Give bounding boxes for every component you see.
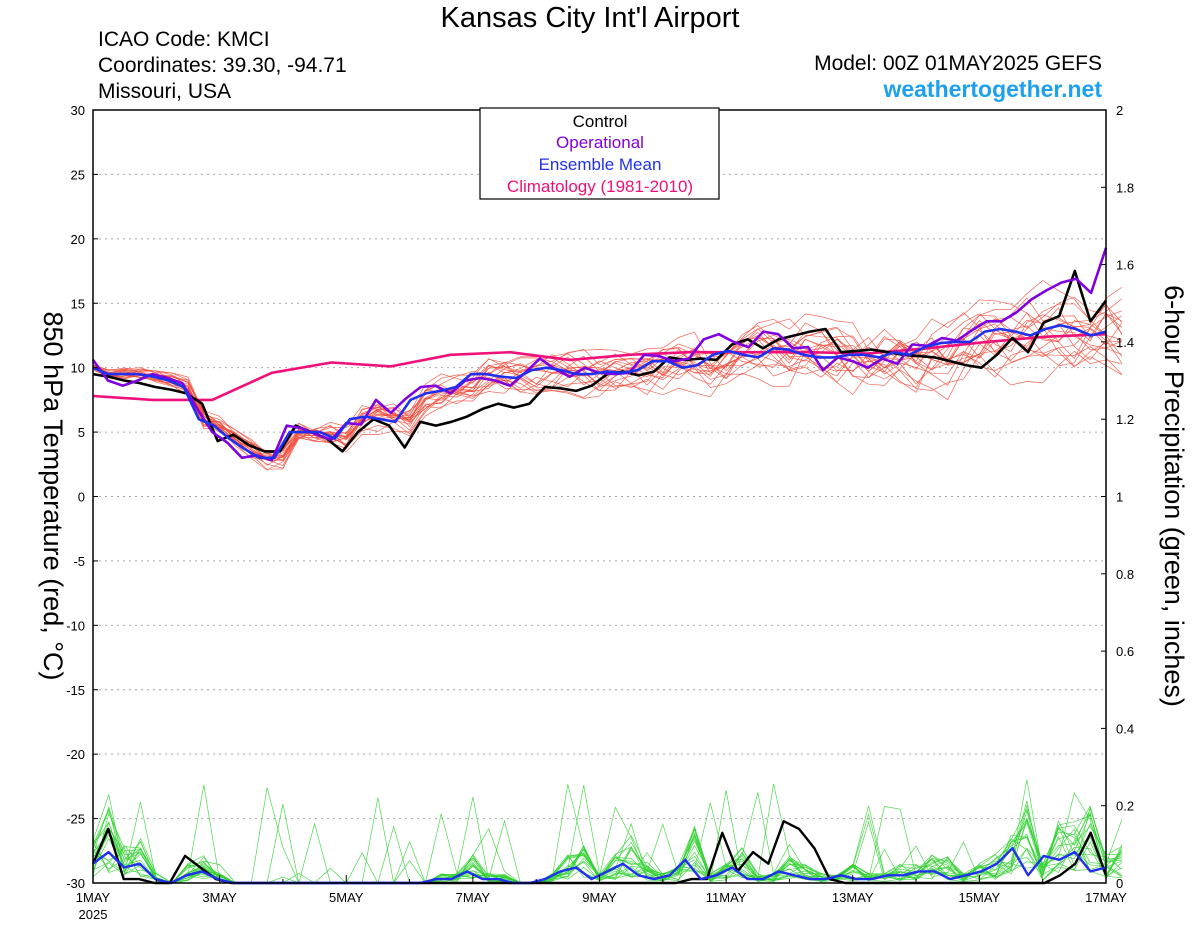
temperature-member-line — [92, 313, 1122, 462]
temperature-member-line — [92, 287, 1122, 458]
right-tick-label: 1.6 — [1116, 258, 1134, 273]
temperature-member-line — [92, 299, 1122, 457]
region: Missouri, USA — [98, 80, 232, 103]
legend: Control Operational Ensemble Mean Climat… — [479, 107, 720, 200]
right-tick-label: 0 — [1116, 876, 1123, 891]
coordinates: Coordinates: 39.30, -94.71 — [98, 54, 347, 77]
left-tick-label: 25 — [71, 167, 85, 182]
x-tick-label: 7MAY — [456, 890, 491, 905]
right-tick-label: 0.2 — [1116, 799, 1134, 814]
left-tick-label: -25 — [66, 812, 85, 827]
x-year-label: 2025 — [79, 907, 108, 922]
x-tick-label: 5MAY — [329, 890, 364, 905]
legend-ensemble-mean: Ensemble Mean — [539, 155, 662, 174]
temperature-member-line — [92, 298, 1123, 459]
right-tick-label: 0.8 — [1116, 567, 1134, 582]
x-tick-label: 15MAY — [959, 890, 1001, 905]
left-tick-label: 20 — [71, 232, 85, 247]
x-tick-label: 13MAY — [832, 890, 874, 905]
temperature-member-line — [92, 315, 1123, 470]
left-tick-label: -15 — [66, 683, 85, 698]
legend-climatology: Climatology (1981-2010) — [507, 177, 693, 196]
right-tick-label: 1.8 — [1116, 180, 1134, 195]
right-tick-label: 1.4 — [1116, 335, 1134, 350]
legend-box — [479, 107, 720, 200]
left-tick-label: -5 — [73, 554, 85, 569]
right-axis-label: 6-hour Precipitation (green, inches) — [1159, 285, 1189, 707]
site-name: weathertogether.net — [883, 76, 1102, 102]
model-run: Model: 00Z 01MAY2025 GEFS — [814, 52, 1102, 75]
x-tick-label: 11MAY — [706, 890, 747, 905]
left-tick-label: -20 — [66, 747, 85, 762]
left-tick-label: -30 — [66, 876, 85, 891]
left-tick-label: 0 — [78, 490, 85, 505]
x-tick-label: 3MAY — [202, 890, 237, 905]
left-tick-label: 10 — [71, 361, 85, 376]
left-tick-label: 30 — [71, 103, 85, 118]
x-tick-label: 17MAY — [1085, 890, 1127, 905]
axis-ticks: 302520151050-5-10-15-20-25-3021.81.61.41… — [66, 103, 1134, 905]
control-line — [92, 269, 1108, 453]
left-tick-label: -10 — [66, 618, 85, 633]
temperature-member-line — [92, 331, 1122, 471]
icao-code: ICAO Code: KMCI — [98, 28, 270, 51]
left-axis-label: 850 hPa Temperature (red, °C) — [38, 312, 68, 681]
gridlines — [93, 173, 1106, 820]
temperature-member-line — [92, 318, 1122, 457]
right-tick-label: 1.2 — [1116, 412, 1134, 427]
right-tick-label: 1 — [1116, 490, 1123, 505]
left-tick-label: 15 — [71, 296, 85, 311]
x-tick-label: 9MAY — [582, 890, 617, 905]
left-tick-label: 5 — [78, 425, 85, 440]
right-tick-label: 0.6 — [1116, 644, 1134, 659]
temperature-member-line — [92, 329, 1122, 455]
series-lines — [91, 247, 1108, 885]
legend-control: Control — [573, 112, 628, 131]
right-tick-label: 2 — [1116, 103, 1123, 118]
legend-operational: Operational — [556, 133, 644, 152]
x-tick-label: 1MAY — [76, 890, 111, 905]
climatology-1981-2010-line — [92, 332, 1107, 402]
right-tick-label: 0.4 — [1116, 721, 1134, 736]
ensemble-mean-line — [92, 323, 1107, 460]
chart-title: Kansas City Int'l Airport — [440, 2, 740, 34]
